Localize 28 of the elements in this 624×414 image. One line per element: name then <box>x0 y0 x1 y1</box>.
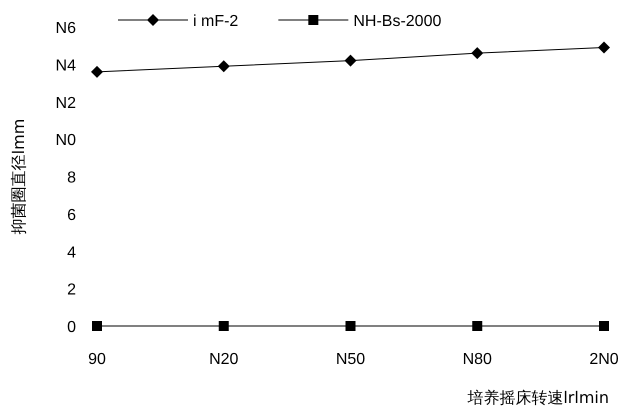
point <box>218 60 230 72</box>
x-tick-label: N80 <box>462 351 492 368</box>
y-tick-label: N2 <box>56 94 76 112</box>
point <box>344 54 356 67</box>
y-tick-label: N4 <box>56 57 76 74</box>
point <box>472 321 482 331</box>
y-tick-label: 8 <box>67 170 76 186</box>
point <box>598 42 610 54</box>
point <box>471 47 484 60</box>
x-tick-label: N50 <box>336 351 366 368</box>
x-tick-label: 90 <box>88 351 106 368</box>
y-tick-label: N6 <box>56 20 76 37</box>
x-tick-label: 2N0 <box>589 351 619 368</box>
x-axis-title: 培养摇床转速lrlmin <box>466 388 609 407</box>
y-axis-title: 抑菌圈直径lmm <box>9 118 28 234</box>
point <box>346 321 356 331</box>
legend-label: NH-Bs-2000 <box>353 13 442 30</box>
point <box>92 321 102 331</box>
legend-label: i mF-2 <box>193 13 238 30</box>
y-tick-label: 0 <box>67 319 76 336</box>
point <box>599 321 609 331</box>
y-tick-label: 6 <box>67 206 76 224</box>
point <box>218 321 229 331</box>
y-tick-label: 4 <box>67 244 76 262</box>
y-tick-label: 2 <box>67 282 76 299</box>
x-tick-label: N20 <box>209 351 239 368</box>
y-tick-label: N0 <box>56 132 76 150</box>
point <box>91 66 103 78</box>
